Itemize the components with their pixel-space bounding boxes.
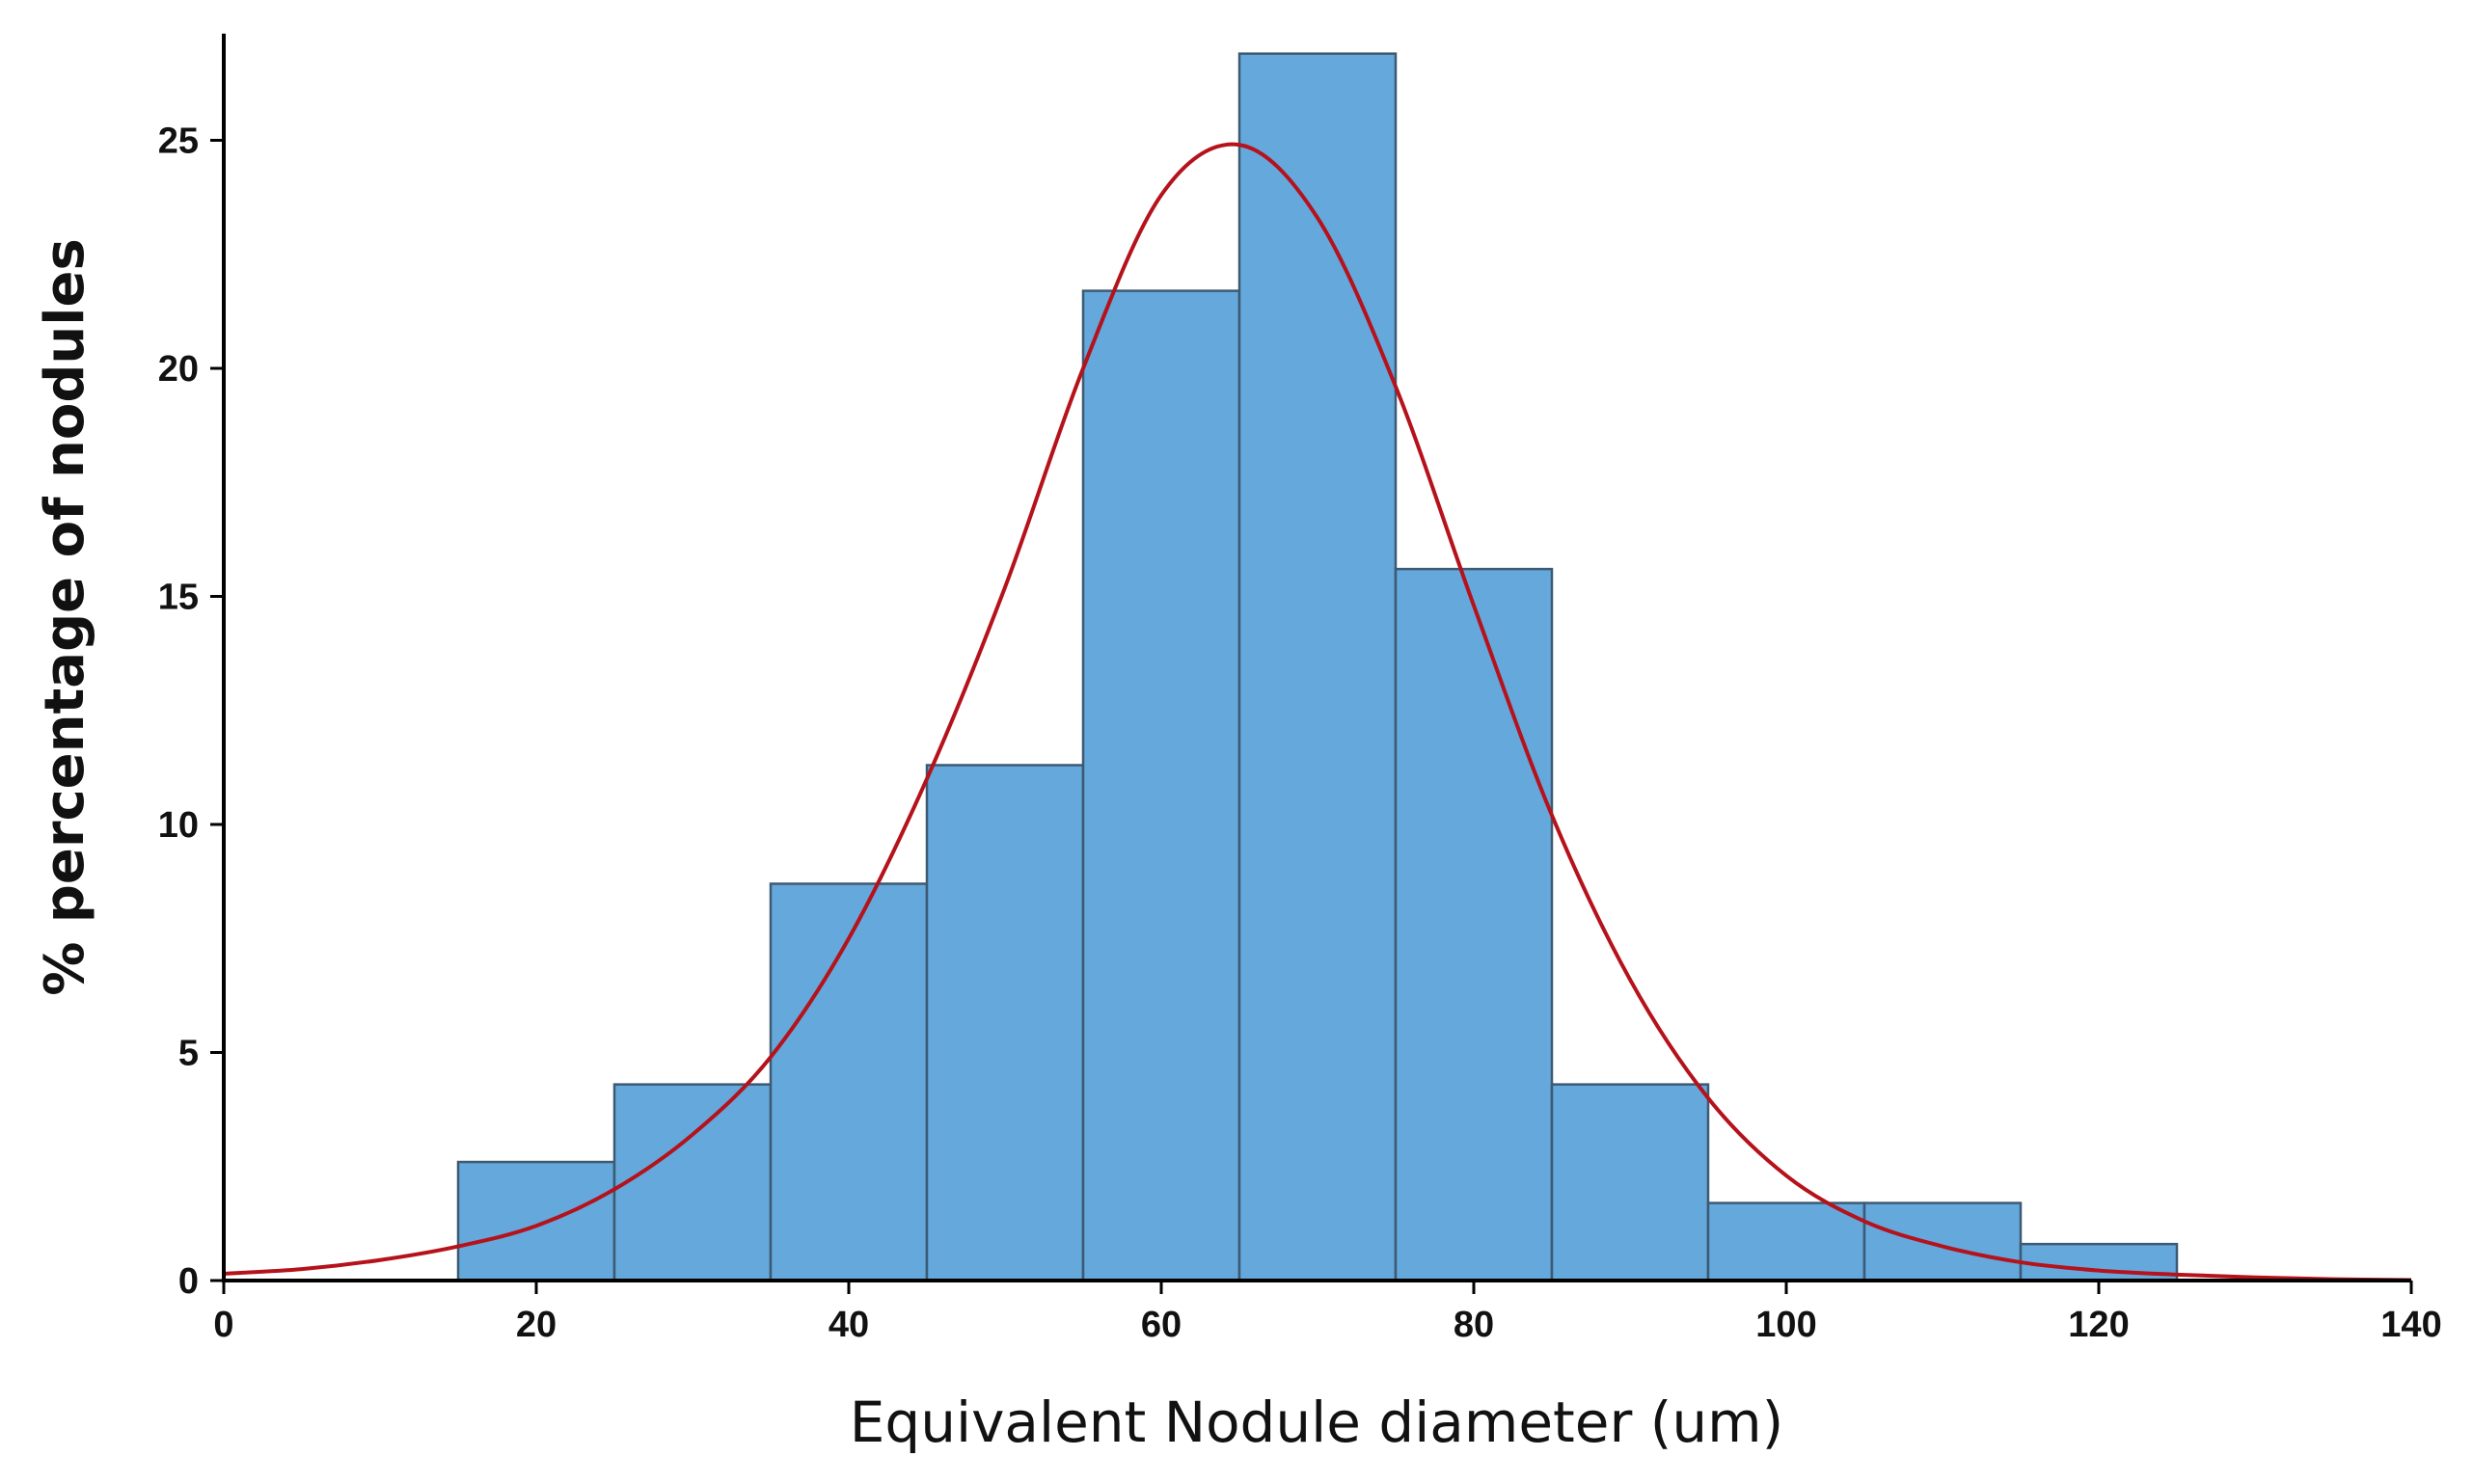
histogram-bar-9 [1706,1201,1866,1282]
histogram-bar-3 [769,882,929,1282]
y-tick-label: 5 [178,1034,199,1074]
y-tick-label: 20 [158,349,199,390]
histogram-bar-4 [925,764,1085,1282]
axes [222,33,2411,1282]
histogram-bar-1 [456,1160,616,1282]
x-tick-label: 0 [213,1305,233,1345]
y-tick-label: 0 [178,1261,199,1302]
y-tick-label: 15 [158,578,199,618]
histogram-bars [456,52,2179,1282]
x-axis-title: Equivalent Nodule diameter (um) [850,1390,1784,1455]
x-axis-ticks: 0 20 40 60 80 100 120 140 [213,1281,2442,1345]
y-axis-title: % percentage of nodules [34,238,96,996]
histogram-bar-6 [1237,52,1398,1282]
y-tick-label: 10 [158,805,199,846]
y-axis-ticks: 0 5 10 15 20 25 [158,121,224,1302]
histogram-bar-10 [1862,1201,2023,1282]
x-tick-label: 40 [829,1305,869,1345]
x-tick-label: 120 [2068,1305,2129,1345]
fitted-distribution-curve [223,142,2412,1282]
y-tick-label: 25 [158,121,199,162]
histogram-bar-5 [1081,289,1241,1282]
x-tick-label: 100 [1755,1305,1816,1345]
x-tick-label: 140 [2380,1305,2441,1345]
histogram-bar-7 [1394,567,1554,1282]
x-tick-label: 20 [516,1305,557,1345]
histogram-bar-2 [612,1083,773,1282]
x-tick-label: 60 [1141,1305,1182,1345]
x-tick-label: 80 [1454,1305,1494,1345]
histogram-bar-8 [1550,1083,1710,1282]
